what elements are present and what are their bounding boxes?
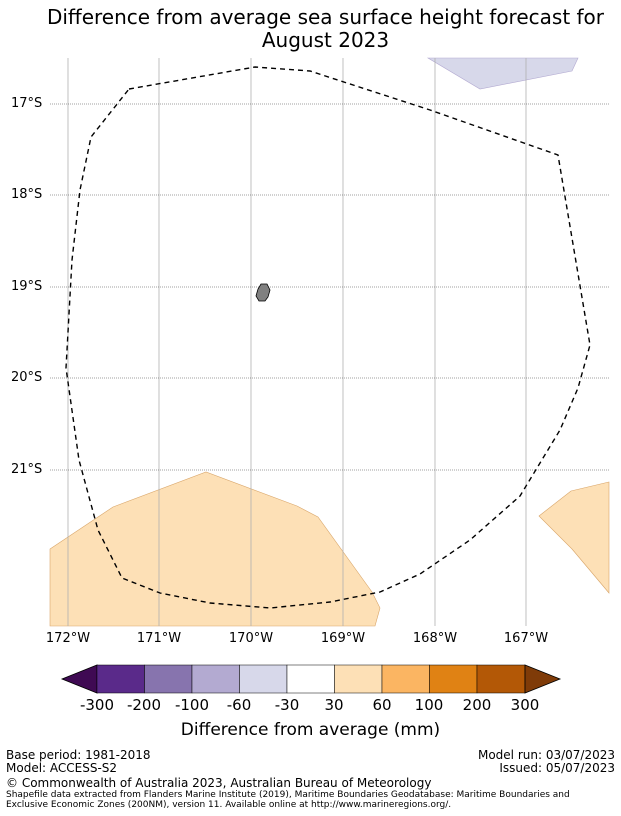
- colorbar-label: Difference from average (mm): [180, 720, 441, 740]
- base-period-text: Base period: 1981-2018: [6, 748, 151, 762]
- colorbar-extend-high: [524, 664, 562, 694]
- colorbar-bin-4: [239, 664, 288, 694]
- latitude-gridlines: [50, 103, 609, 471]
- colorbar-bin-7: [381, 664, 430, 694]
- colorbar-bin-3: [191, 664, 240, 694]
- title-line-1: Difference from average sea surface heig…: [46, 5, 605, 29]
- anomaly-area-positive-south: [49, 471, 381, 627]
- colorbar-tick-neg300: -300: [79, 696, 115, 714]
- colorbar-bin-2: [144, 664, 193, 694]
- lon-label-172w: 172°W: [45, 631, 91, 646]
- shapefile-credit-line-2: Exclusive Economic Zones (200NM), versio…: [6, 800, 452, 810]
- colorbar-bin-6: [334, 664, 383, 694]
- lon-label-168w: 168°W: [412, 631, 458, 646]
- model-run-text: Model run: 03/07/2023: [477, 748, 615, 762]
- lon-label-170w: 170°W: [228, 631, 274, 646]
- lon-label-167w: 167°W: [503, 631, 549, 646]
- shapefile-credit-line-1: Shapefile data extracted from Flanders M…: [6, 790, 570, 800]
- longitude-gridlines: [67, 58, 527, 626]
- copyright-text: © Commonwealth of Australia 2023, Austra…: [6, 776, 432, 790]
- lat-label-17s: 17°S: [11, 96, 43, 111]
- issued-text: Issued: 05/07/2023: [499, 761, 615, 775]
- colorbar-tick-300: 300: [510, 696, 540, 714]
- lat-label-18s: 18°S: [11, 187, 43, 202]
- colorbar-bin-9: [476, 664, 526, 694]
- model-text: Model: ACCESS-S2: [6, 761, 118, 775]
- colorbar-tick-neg100: -100: [174, 696, 210, 714]
- colorbar-bin-8: [429, 664, 478, 694]
- colorbar-tick-200: 200: [462, 696, 492, 714]
- colorbar-tick-60: 60: [372, 696, 392, 714]
- colorbar-tick-neg200: -200: [126, 696, 162, 714]
- colorbar-tick-100: 100: [414, 696, 444, 714]
- map-title: Difference from average sea surface heig…: [0, 6, 621, 52]
- lon-label-171w: 171°W: [136, 631, 182, 646]
- shapefile-credit: Shapefile data extracted from Flanders M…: [6, 790, 606, 810]
- lat-label-21s: 21°S: [11, 462, 43, 477]
- colorbar-tick-30: 30: [324, 696, 344, 714]
- lat-label-20s: 20°S: [11, 370, 43, 385]
- lat-label-19s: 19°S: [11, 279, 43, 294]
- colorbar-extend-low: [60, 664, 98, 694]
- eez-boundary: [65, 66, 591, 609]
- lon-label-169w: 169°W: [320, 631, 366, 646]
- title-line-2: August 2023: [261, 28, 390, 52]
- colorbar-tick-neg30: -30: [274, 696, 300, 714]
- anomaly-area-negative: [426, 57, 579, 90]
- colorbar-bin-5: [286, 664, 335, 694]
- niue-island: [255, 283, 271, 302]
- anomaly-area-positive-east: [538, 481, 610, 594]
- colorbar-bin-1: [96, 664, 145, 694]
- colorbar: [60, 664, 562, 694]
- colorbar-tick-neg60: -60: [226, 696, 252, 714]
